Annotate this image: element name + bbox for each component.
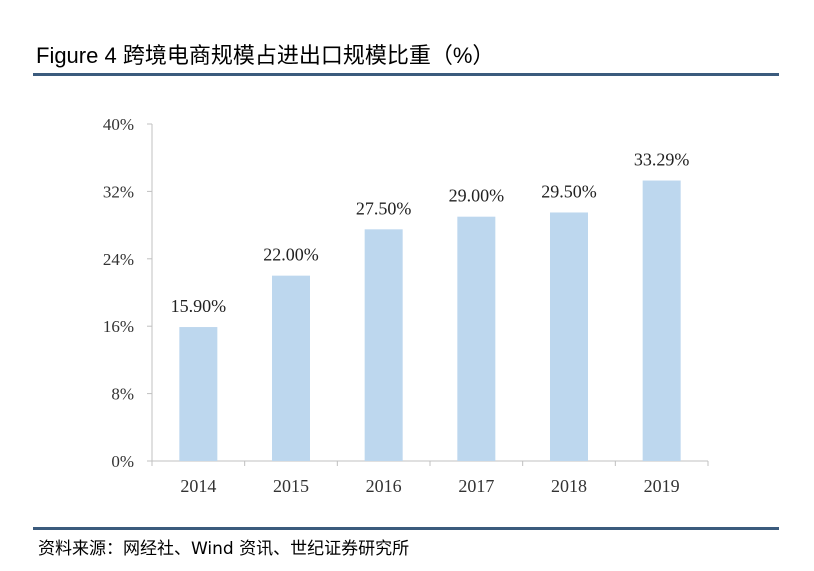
- y-axis: 0% 8% 16% 24% 32% 40%: [103, 115, 153, 471]
- bars: [179, 180, 681, 462]
- data-label: 29.50%: [541, 181, 597, 201]
- y-tick-label: 0%: [111, 452, 134, 471]
- bar-2014: [179, 327, 218, 461]
- data-labels: 15.90% 22.00% 27.50% 29.00% 29.50% 33.29%: [171, 150, 690, 317]
- x-tick-label: 2018: [551, 476, 587, 496]
- footer-divider: [33, 527, 779, 530]
- source-note: 资料来源：网经社、Wind 资讯、世纪证券研究所: [38, 539, 410, 559]
- bar-2016: [364, 229, 403, 461]
- bar-2017: [457, 216, 496, 461]
- x-tick-label: 2017: [458, 476, 494, 496]
- y-tick-label: 32%: [103, 182, 134, 201]
- y-tick-label: 24%: [103, 250, 134, 269]
- y-tick-label: 16%: [103, 317, 134, 336]
- x-tick-label: 2016: [366, 476, 402, 496]
- title-divider: [33, 73, 779, 76]
- chart-title: Figure 4 跨境电商规模占进出口规模比重（%）: [36, 43, 495, 68]
- x-tick-label: 2015: [273, 476, 309, 496]
- data-label: 33.29%: [634, 150, 690, 170]
- x-axis: 2014 2015 2016 2017 2018 2019: [151, 460, 709, 496]
- x-tick-label: 2019: [644, 476, 680, 496]
- y-tick-label: 40%: [103, 115, 134, 134]
- data-label: 22.00%: [263, 245, 319, 265]
- bar-2015: [272, 275, 310, 461]
- y-tick-label: 8%: [111, 385, 134, 404]
- x-tick-label: 2014: [180, 476, 216, 496]
- bar-2019: [642, 180, 681, 462]
- data-label: 29.00%: [449, 186, 505, 206]
- bar-2018: [550, 212, 588, 461]
- data-label: 15.90%: [171, 296, 227, 316]
- data-label: 27.50%: [356, 198, 412, 218]
